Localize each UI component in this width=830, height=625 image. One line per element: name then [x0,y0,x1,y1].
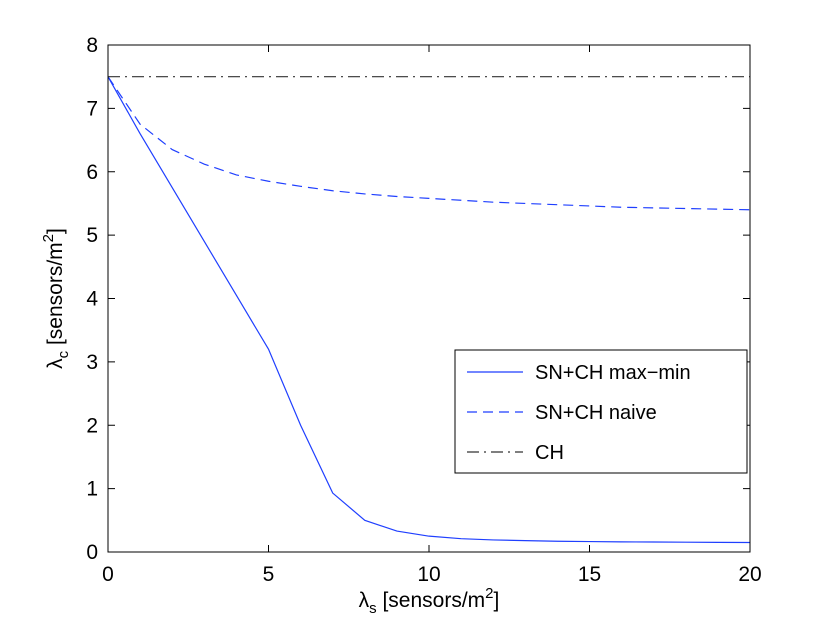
series-layer [107,76,751,544]
y-tick-label: 8 [86,34,98,57]
y-tick-label: 2 [86,414,98,437]
y-tick-label: 0 [86,541,98,564]
series-line-0 [107,76,751,544]
axis-label-part: λ [359,589,370,612]
ticks-layer [107,44,751,553]
axis-label-part: [sensors/m [377,589,486,612]
y-tick-label: 3 [86,351,98,374]
axis-label-part: 2 [40,234,57,242]
legend-label-1: SN+CH naive [535,402,657,424]
y-tick-label: 1 [86,478,98,501]
axis-label-part: c [55,350,72,358]
y-tick-label: 5 [86,224,98,247]
x-tick-label: 5 [263,563,275,586]
axis-label-part: ] [44,228,67,234]
axis-label-part: [sensors/m [44,242,67,351]
y-tick-label: 7 [86,97,98,120]
x-tick-label: 10 [417,563,440,586]
legend: SN+CH max−min SN+CH naive CH [454,349,748,474]
y-tick-label: 6 [86,161,98,184]
axis-label-part: 2 [485,585,493,602]
x-tick-label: 15 [578,563,601,586]
axis-label-part: λ [44,358,67,369]
x-tick-label: 20 [738,563,761,586]
y-tick-label: 4 [86,288,98,311]
series-line-1 [107,76,751,211]
legend-label-2: CH [535,442,564,464]
axis-label-part: ] [494,589,500,612]
y-axis-label: λc [sensors/m2] [40,228,72,369]
x-tick-label: 0 [102,563,114,586]
axis-label-part: s [369,600,377,617]
x-axis-label: λs [sensors/m2] [359,585,500,617]
legend-label-0: SN+CH max−min [535,362,691,384]
